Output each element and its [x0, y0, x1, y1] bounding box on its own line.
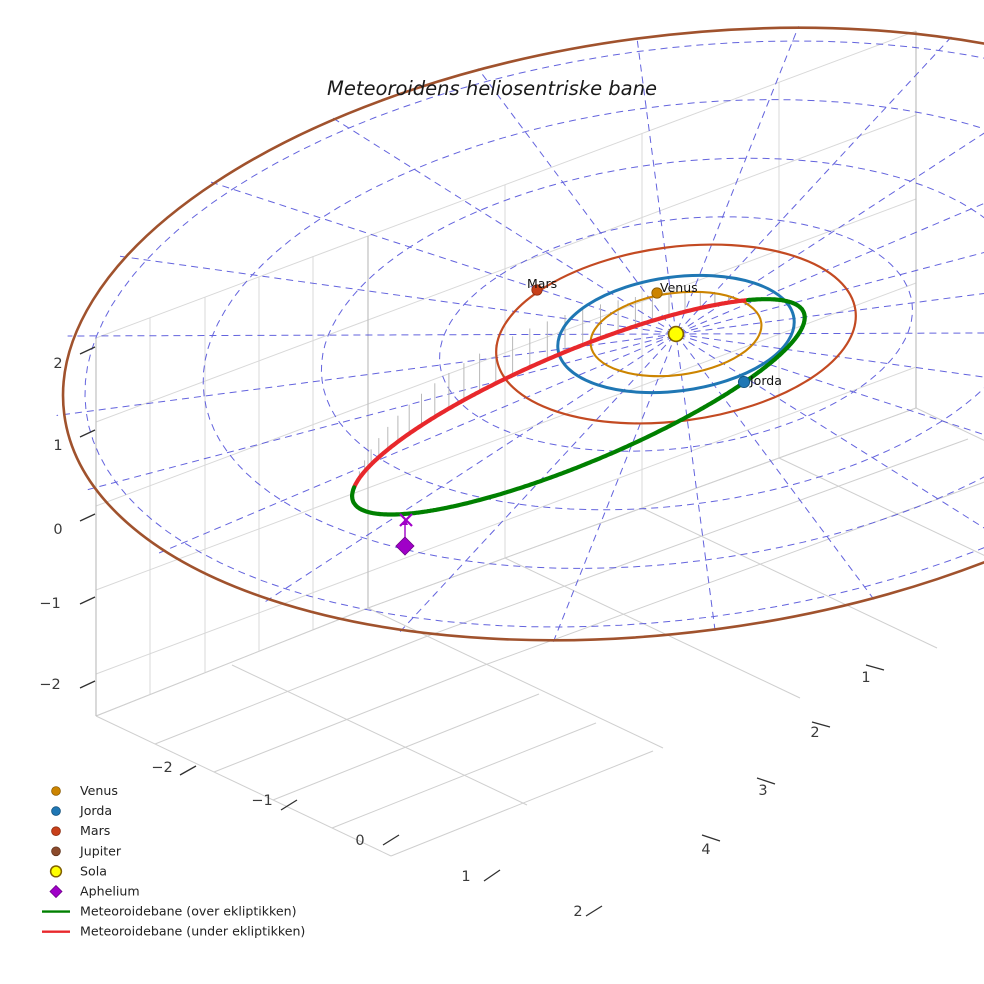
label-jorda: Jorda: [749, 373, 782, 388]
x-tick-2: 0: [355, 833, 364, 849]
y-axis-tick-labels: 1 2 3 4: [701, 670, 870, 858]
x-tick-0: −2: [151, 760, 172, 776]
axes-3d-backwall-right: [367, 30, 917, 609]
body-name-labels: Mars Venus Jorda: [527, 276, 782, 388]
meteoroid-orbit-above-ecliptic: [350, 297, 807, 517]
meteoroid-orbit-below-ecliptic: [352, 298, 749, 489]
legend-marker-4: [49, 865, 63, 878]
axes-3d-panes: [95, 235, 369, 717]
orbit-mars: [495, 243, 857, 425]
legend-label-1: Jorda: [79, 803, 112, 818]
z-tick-1: 1: [53, 438, 62, 454]
label-mars: Mars: [527, 276, 557, 291]
y-tick-1: 2: [810, 725, 819, 741]
legend-label-3: Jupiter: [79, 843, 122, 858]
polar-spoke-7: [552, 26, 800, 642]
axes-3d-corner-edges: [95, 31, 917, 716]
z-tick-0: 2: [53, 356, 62, 372]
ecliptic-polar-grid: [56, 26, 984, 642]
legend-marker-3: [51, 846, 61, 857]
z-tick-4: −2: [39, 677, 60, 693]
x-tick-1: −1: [251, 793, 272, 809]
polar-ring-2: [439, 216, 913, 452]
legend-marker-5: [49, 884, 63, 899]
orbit-jorda: [556, 273, 796, 395]
legend-label-5: Aphelium: [80, 884, 140, 899]
aphelium-marker: [395, 536, 415, 556]
legend-label-7: Meteoroidebane (under ekliptikken): [80, 924, 305, 939]
axes-3d-floor-grid: [95, 407, 984, 857]
marker-mars: [531, 284, 543, 296]
z-axis-tick-labels: 2 1 0 −1 −2: [39, 356, 62, 693]
legend-label-0: Venus: [80, 783, 118, 798]
perihelion-x-icon: [399, 513, 413, 527]
legend-marker-0: [51, 786, 61, 796]
polar-spoke-1: [67, 332, 984, 337]
body-markers: [395, 284, 751, 556]
legend: Venus Jorda Mars Jupiter Sola Aphelium Meteoro…: [42, 783, 305, 939]
x-tick-4: 2: [573, 904, 582, 920]
planet-orbits: [61, 26, 984, 642]
legend-label-6: Meteoroidebane (over ekliptikken): [80, 904, 297, 919]
polar-ring-3: [320, 157, 984, 511]
polar-spoke-3: [210, 181, 984, 436]
polar-spoke-4: [332, 117, 984, 529]
y-tick-3: 4: [701, 842, 710, 858]
orbit-jupiter: [61, 26, 984, 642]
marker-jorda: [737, 375, 751, 389]
z-tick-2: 0: [53, 522, 62, 538]
page-title: Meteoroidens heliosentriske bane: [327, 77, 657, 100]
axis-tick-marks: [79, 346, 885, 917]
polar-spoke-9: [265, 132, 984, 602]
polar-spoke-8: [399, 35, 953, 633]
meteoroid-orbit: [350, 297, 807, 517]
legend-label-4: Sola: [80, 863, 107, 878]
marker-sola: [667, 325, 685, 343]
x-tick-3: 1: [461, 869, 470, 885]
label-venus: Venus: [660, 280, 698, 295]
legend-marker-1: [51, 806, 61, 816]
y-tick-2: 3: [758, 783, 767, 799]
x-axis-tick-labels: −2 −1 0 1 2: [151, 760, 582, 920]
polar-spoke-5: [477, 68, 875, 600]
z-tick-3: −1: [39, 596, 60, 612]
polar-spoke-0: [56, 292, 984, 416]
legend-marker-2: [51, 826, 61, 836]
y-tick-0: 1: [861, 670, 870, 686]
orbit-venus: [589, 290, 763, 378]
legend-label-2: Mars: [80, 823, 110, 838]
marker-venus: [651, 287, 663, 299]
polar-spoke-6: [636, 37, 716, 631]
